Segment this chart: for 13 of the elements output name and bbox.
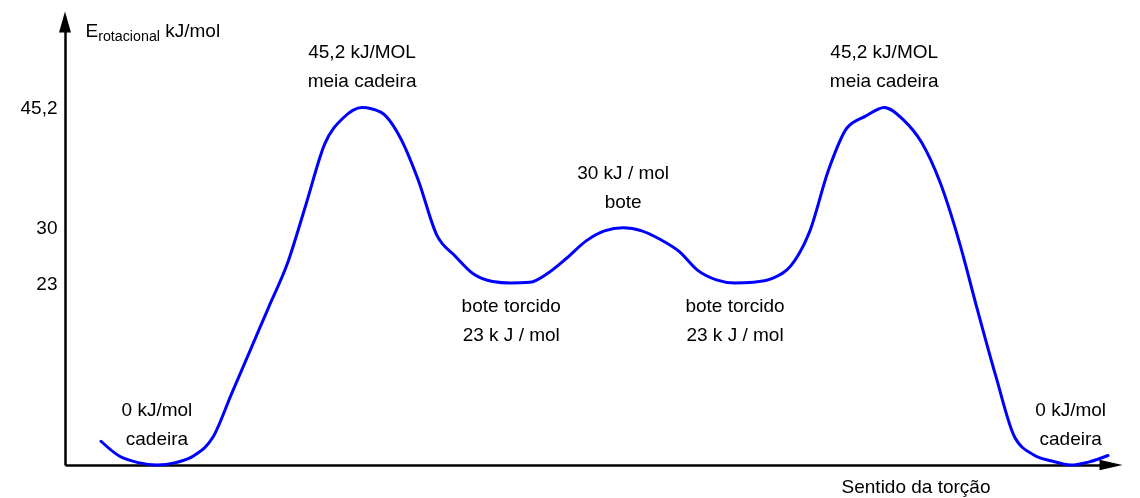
data-label: 30 kJ / mol bote — [577, 161, 670, 212]
data-label: 0 kJ/mol cadeira — [1035, 399, 1107, 449]
line-series — [99, 105, 1110, 467]
y-tick-label: 30 — [36, 217, 58, 239]
y-axis-title: E$_{rotacional}$ kJ/mol — [85, 19, 221, 44]
data-label: 45,2 kJ/MOL meia cadeira — [829, 41, 940, 92]
data-label: 0 kJ/mol cadeira — [121, 399, 193, 449]
data-label: bote torcido 23 k J / mol — [461, 295, 561, 346]
y-tick-label: 23 — [36, 272, 58, 294]
data-label: bote torcido 23 k J / mol — [685, 295, 785, 346]
data-label: 45,2 kJ/MOL meia cadeira — [307, 41, 417, 92]
y-tick-label: 45,2 — [20, 96, 58, 118]
x-axis-title: Sentido da torção — [841, 475, 991, 497]
